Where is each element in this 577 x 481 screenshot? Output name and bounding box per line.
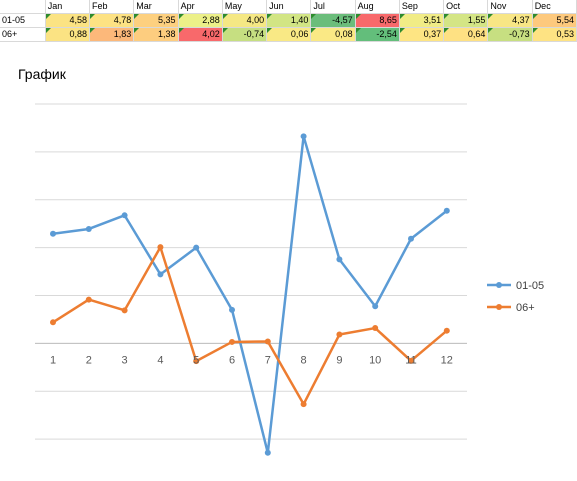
spreadsheet-table: Jan Feb Mar Apr May Jun Jul Aug Sep Oct … — [0, 0, 577, 42]
row-label-cell[interactable]: 06+ — [0, 27, 46, 42]
data-point[interactable] — [300, 401, 307, 408]
data-point[interactable] — [157, 244, 164, 251]
header-cell-may[interactable]: May — [222, 0, 268, 14]
value-cell[interactable]: 2,88 — [178, 13, 223, 28]
header-cell-dec[interactable]: Dec — [532, 0, 577, 14]
value-cell[interactable]: 1,55 — [443, 13, 489, 28]
series-2 — [50, 244, 450, 408]
data-point[interactable] — [372, 325, 379, 332]
header-cell-jul[interactable]: Jul — [310, 0, 356, 14]
data-point[interactable] — [121, 212, 128, 219]
x-tick-label: 1 — [50, 354, 56, 366]
value-cell[interactable]: 0,06 — [266, 27, 312, 42]
header-cell-feb[interactable]: Feb — [89, 0, 135, 14]
data-point[interactable] — [443, 327, 450, 334]
legend-marker — [496, 282, 502, 288]
value-cell[interactable]: 4,02 — [178, 27, 223, 42]
x-tick-label: 9 — [336, 354, 342, 366]
value-cell[interactable]: 0,37 — [399, 27, 445, 42]
header-cell-oct[interactable]: Oct — [443, 0, 489, 14]
table-row: 01-05 4,58 4,78 5,35 2,88 4,00 1,40 -4,5… — [0, 13, 577, 28]
header-cell-nov[interactable]: Nov — [487, 0, 533, 14]
value-cell[interactable]: 4,58 — [45, 13, 91, 28]
row-label-cell[interactable]: 01-05 — [0, 13, 46, 28]
header-cell-aug[interactable]: Aug — [355, 0, 400, 14]
legend-item[interactable]: 01-05 — [487, 280, 544, 292]
value-cell[interactable]: 1,38 — [133, 27, 179, 42]
legend-item[interactable]: 06+ — [487, 302, 535, 314]
legend-label: 06+ — [516, 302, 535, 314]
chart-title: График — [18, 66, 66, 82]
x-tick-label: 11 — [405, 354, 416, 366]
value-cell[interactable]: 1,83 — [89, 27, 135, 42]
data-point[interactable] — [193, 244, 200, 251]
x-tick-label: 7 — [265, 354, 271, 366]
x-tick-label: 10 — [369, 354, 381, 366]
legend[interactable]: 01-05 06+ — [487, 280, 544, 314]
data-point[interactable] — [50, 230, 56, 237]
data-point[interactable] — [121, 307, 128, 314]
value-cell[interactable]: 5,35 — [133, 13, 179, 28]
gridlines — [35, 103, 467, 440]
data-point[interactable] — [372, 303, 379, 310]
value-cell[interactable]: 4,00 — [222, 13, 268, 28]
header-corner-cell[interactable] — [0, 0, 46, 14]
x-tick-labels: 1 2 3 4 5 6 7 8 9 10 11 12 — [50, 354, 453, 366]
series-1 — [50, 133, 450, 456]
data-point[interactable] — [229, 306, 235, 313]
header-cell-mar[interactable]: Mar — [133, 0, 179, 14]
table-row: 06+ 0,88 1,83 1,38 4,02 -0,74 0,06 0,08 … — [0, 27, 577, 42]
data-point[interactable] — [336, 256, 343, 263]
value-cell[interactable]: 5,54 — [532, 13, 577, 28]
header-cell-sep[interactable]: Sep — [399, 0, 445, 14]
data-point[interactable] — [443, 207, 450, 214]
data-point[interactable] — [85, 296, 92, 303]
value-cell[interactable]: 4,78 — [89, 13, 135, 28]
data-point[interactable] — [300, 133, 307, 140]
value-cell[interactable]: -0,73 — [487, 27, 533, 42]
value-cell[interactable]: 0,88 — [45, 27, 91, 42]
value-cell[interactable]: -2,54 — [355, 27, 400, 42]
data-point[interactable] — [264, 338, 271, 345]
x-tick-label: 4 — [157, 354, 163, 366]
value-cell[interactable]: -0,74 — [222, 27, 268, 42]
header-row: Jan Feb Mar Apr May Jun Jul Aug Sep Oct … — [0, 0, 577, 14]
x-tick-label: 5 — [193, 354, 199, 366]
value-cell[interactable]: -4,57 — [310, 13, 356, 28]
data-point[interactable] — [408, 235, 414, 242]
value-cell[interactable]: 3,51 — [399, 13, 445, 28]
legend-label: 01-05 — [516, 280, 544, 292]
x-tick-label: 3 — [122, 354, 128, 366]
value-cell[interactable]: 8,65 — [355, 13, 400, 28]
value-cell[interactable]: 0,64 — [443, 27, 489, 42]
data-point[interactable] — [85, 225, 92, 232]
header-cell-jan[interactable]: Jan — [45, 0, 91, 14]
header-cell-jun[interactable]: Jun — [266, 0, 312, 14]
value-cell[interactable]: 4,37 — [487, 13, 533, 28]
header-cell-apr[interactable]: Apr — [178, 0, 223, 14]
data-point[interactable] — [336, 331, 343, 338]
x-tick-label: 6 — [229, 354, 235, 366]
series-line — [52, 135, 448, 455]
data-point[interactable] — [229, 338, 235, 345]
value-cell[interactable]: 1,40 — [266, 13, 312, 28]
data-point[interactable] — [50, 319, 56, 326]
x-tick-label: 8 — [301, 354, 307, 366]
series-group — [50, 133, 450, 456]
legend-marker — [496, 304, 502, 310]
data-point[interactable] — [408, 357, 414, 364]
series-line — [52, 245, 448, 406]
value-cell[interactable]: 0,53 — [532, 27, 577, 42]
data-point[interactable] — [157, 271, 164, 278]
x-tick-label: 2 — [86, 354, 92, 366]
value-cell[interactable]: 0,08 — [310, 27, 356, 42]
x-tick-label: 12 — [441, 354, 453, 366]
data-point[interactable] — [264, 449, 271, 456]
data-point[interactable] — [193, 358, 200, 365]
